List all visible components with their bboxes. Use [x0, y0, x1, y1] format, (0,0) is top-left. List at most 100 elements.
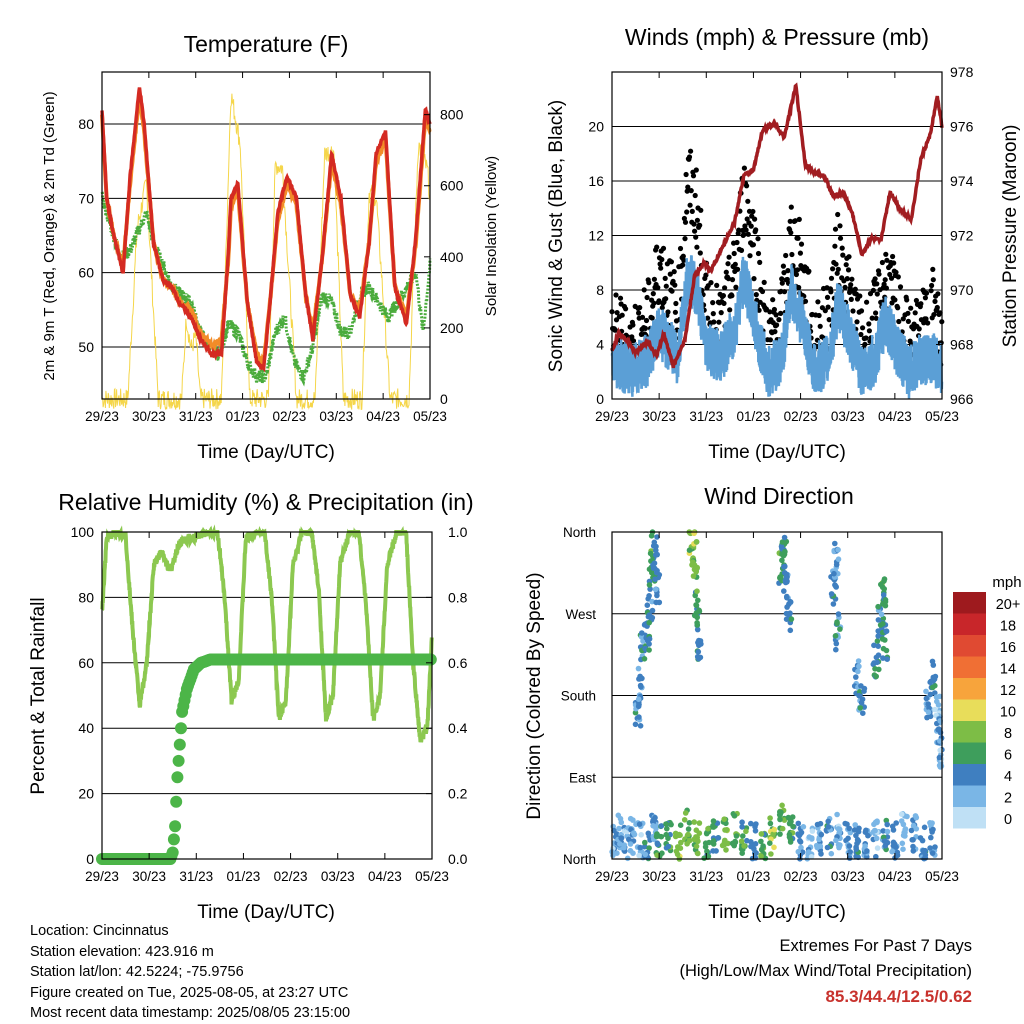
gust-point	[662, 275, 668, 281]
direction-point	[635, 665, 642, 672]
direction-point	[856, 663, 862, 670]
legend-swatch	[953, 656, 986, 678]
gust-point	[743, 227, 749, 233]
gust-point	[779, 280, 785, 286]
gust-point	[759, 288, 766, 295]
temp-2m-path	[100, 87, 432, 373]
direction-point	[752, 841, 759, 847]
direction-point	[800, 824, 807, 830]
direction-point	[814, 821, 821, 828]
direction-point	[873, 853, 879, 860]
direction-point	[641, 656, 648, 662]
gust-point	[806, 268, 812, 274]
direction-point	[835, 826, 842, 832]
sonic-wind-line	[610, 255, 944, 399]
gust-point	[753, 292, 759, 298]
direction-point	[924, 714, 930, 721]
direction-point	[642, 851, 649, 858]
precip-point	[167, 833, 180, 846]
humidity-ylabel-left: Percent & Total Rainfall	[28, 597, 49, 794]
gust-point	[850, 308, 856, 314]
extremes-box: Extremes For Past 7 Days (High/Low/Max W…	[679, 934, 972, 1009]
x-tick-label: 02/23	[784, 869, 818, 884]
wind-xlabel: Time (Day/UTC)	[708, 442, 846, 463]
gust-point	[691, 221, 697, 227]
direction-point	[824, 844, 831, 851]
latlon-text: Station lat/lon: 42.5224; -75.9756	[30, 964, 244, 980]
gust-point	[761, 279, 767, 285]
direction-point	[642, 839, 648, 846]
gust-point	[651, 276, 658, 282]
direction-point	[913, 826, 920, 832]
direction-point	[781, 588, 787, 594]
legend-label: 20+	[996, 597, 1021, 613]
direction-point	[910, 843, 916, 850]
gust-point	[651, 300, 657, 306]
y-tick-label-right: 972	[950, 228, 974, 244]
gust-point	[767, 309, 773, 315]
direction-point	[921, 824, 928, 831]
legend-swatch	[953, 721, 986, 743]
legend-label: 6	[1004, 748, 1012, 764]
direction-point	[932, 673, 939, 680]
precip-point	[175, 722, 187, 735]
direction-point	[777, 809, 783, 815]
gust-point	[655, 285, 661, 291]
direction-point	[782, 563, 788, 570]
direction-point	[889, 823, 896, 830]
legend-label: 8	[1004, 726, 1012, 742]
gust-point	[726, 254, 732, 260]
gust-point	[913, 297, 920, 304]
gust-point	[694, 244, 700, 250]
y-tick-label-left: 20	[588, 119, 604, 135]
direction-point	[927, 845, 933, 851]
direction-point	[834, 620, 840, 627]
direction-point	[693, 602, 700, 609]
gust-point	[848, 296, 854, 302]
y-tick-label-right: 0.8	[448, 589, 468, 605]
y-tick-label-right: 978	[950, 64, 974, 80]
x-tick-label: 05/23	[415, 869, 449, 884]
y-tick-label-right: 0.4	[448, 720, 468, 736]
direction-point	[753, 850, 759, 856]
wind-title: Winds (mph) & Pressure (mb)	[625, 24, 929, 50]
legend-swatch	[953, 613, 986, 635]
temperature-ylabel-left: 2m & 9m T (Red, Orange) & 2m Td (Green)	[41, 91, 58, 380]
direction-point	[686, 820, 693, 826]
direction-point	[731, 842, 737, 849]
direction-point	[830, 601, 837, 607]
gust-point	[721, 300, 727, 306]
direction-point	[879, 636, 886, 642]
gust-point	[630, 322, 636, 328]
direction-point	[770, 831, 776, 837]
solar-insolation-path	[101, 93, 431, 411]
direction-point	[748, 820, 754, 827]
y-tick-label-left: 70	[78, 190, 94, 206]
direction-point	[645, 596, 651, 602]
direction-point	[864, 854, 870, 860]
y-tick-label-right: 968	[950, 337, 974, 353]
direction-point	[884, 828, 891, 835]
gust-point	[629, 334, 635, 340]
y-tick-label-right: 1.0	[448, 524, 468, 540]
y-tick-label-left: 80	[78, 589, 94, 605]
x-tick-label: 29/23	[595, 869, 629, 884]
gust-point	[862, 341, 868, 347]
gust-point	[751, 276, 757, 282]
direction-point	[685, 831, 691, 838]
direction-point	[668, 821, 674, 828]
gust-point	[660, 245, 667, 251]
direction-point	[758, 853, 764, 859]
direction-point	[853, 674, 859, 680]
gust-point	[729, 293, 735, 299]
direction-points	[609, 529, 945, 862]
precip-point	[166, 846, 179, 859]
gust-point	[722, 285, 728, 291]
direction-point	[926, 705, 932, 711]
gust-point	[858, 331, 864, 338]
direction-point	[685, 826, 692, 832]
direction-point	[900, 821, 907, 828]
direction-point	[883, 628, 889, 634]
direction-point	[929, 820, 935, 826]
